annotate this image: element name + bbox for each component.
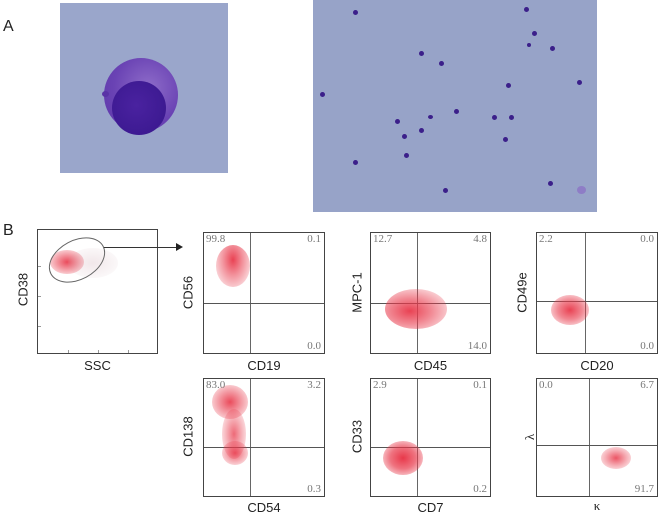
quadrant-lr: 0.3: [307, 483, 321, 495]
quadrant-lr: 0.0: [307, 340, 321, 352]
y-tick: [38, 266, 41, 267]
quadrant-ur: 4.8: [473, 233, 487, 245]
quadrant-vline: [585, 233, 586, 353]
gating-x-label: SSC: [84, 358, 111, 373]
plot-cd138-cd54: 83.0 3.2 0.3: [203, 378, 325, 497]
plot-lambda-kappa: 0.0 6.7 91.7: [536, 378, 658, 497]
arrow-head-icon: [176, 243, 183, 251]
cell-dot: [428, 115, 433, 119]
event-cloud: [383, 441, 423, 475]
x-label-kappa: κ: [593, 498, 601, 513]
quadrant-ur: 6.7: [640, 379, 654, 391]
quadrant-vline: [250, 233, 251, 353]
event-cloud: [601, 447, 631, 469]
quadrant-hline: [537, 301, 657, 302]
y-tick: [38, 326, 41, 327]
cell-dot: [577, 80, 582, 85]
micrograph-single-cell: [60, 3, 228, 173]
cell-dot: [353, 160, 358, 165]
plot-cd33-cd7: 2.9 0.1 0.2: [370, 378, 491, 497]
cell-dot: [509, 115, 514, 120]
event-cloud: [551, 295, 589, 325]
quadrant-ur: 0.0: [640, 233, 654, 245]
cell-dot: [353, 10, 358, 15]
x-tick: [128, 350, 129, 353]
y-label-cd138: CD138: [180, 416, 196, 457]
quadrant-vline: [589, 379, 590, 496]
scatter-tail: [68, 248, 118, 278]
quadrant-ul: 0.0: [539, 379, 553, 391]
y-label-cd49e: CD49e: [514, 272, 530, 313]
quadrant-ul: 83.0: [206, 379, 226, 391]
quadrant-lr: 14.0: [467, 340, 487, 352]
quadrant-ul: 2.9: [373, 379, 387, 391]
quadrant-ur: 0.1: [473, 379, 487, 391]
x-label-cd20: CD20: [580, 358, 614, 373]
cell-dot: [402, 134, 407, 139]
y-tick: [38, 296, 41, 297]
quadrant-lr: 0.2: [473, 483, 487, 495]
quadrant-ul: 2.2: [539, 233, 553, 245]
gate-arrow: [104, 247, 177, 248]
y-label-lambda: λ: [522, 433, 537, 441]
event-cloud-bottom: [222, 441, 248, 465]
cell-bleb: [102, 91, 109, 97]
cell-dot: [454, 109, 459, 114]
x-tick: [98, 350, 99, 353]
cell-dot: [395, 119, 400, 124]
cell-dot: [532, 31, 537, 36]
x-tick: [68, 350, 69, 353]
cell-dot: [550, 46, 555, 51]
event-cloud: [385, 289, 447, 329]
cell-dot: [419, 128, 424, 133]
event-cloud: [216, 245, 250, 287]
quadrant-lr: 0.0: [640, 340, 654, 352]
cell-dot: [524, 7, 529, 12]
y-label-cd56: CD56: [180, 275, 196, 310]
quadrant-vline: [417, 379, 418, 496]
cell-dot: [320, 92, 325, 97]
debris-smudge: [577, 186, 586, 194]
x-label-cd54: CD54: [247, 500, 281, 515]
cell-dot: [503, 137, 508, 142]
cell-dot: [506, 83, 511, 88]
micrograph-field: [313, 0, 597, 212]
quadrant-hline: [204, 447, 324, 448]
cell-dot: [527, 43, 531, 47]
gating-y-label: CD38: [15, 272, 31, 307]
panel-b-label: B: [3, 222, 14, 239]
x-label-cd7: CD7: [417, 500, 444, 515]
cell-nucleus: [112, 81, 166, 135]
cd38-high-population: [50, 250, 84, 274]
cell-dot: [439, 61, 444, 66]
cell-dot: [443, 188, 448, 193]
quadrant-ur: 0.1: [307, 233, 321, 245]
panel-a-label: A: [3, 18, 14, 35]
quadrant-ul: 99.8: [206, 233, 226, 245]
quadrant-ul: 12.7: [373, 233, 393, 245]
x-label-cd19: CD19: [247, 358, 281, 373]
cell-dot: [492, 115, 497, 120]
x-label-cd45: CD45: [413, 358, 448, 373]
plot-cd56-cd19: 99.8 0.1 0.0: [203, 232, 325, 354]
quadrant-vline: [250, 379, 251, 496]
cell-dot: [419, 51, 424, 56]
y-label-cd33: CD33: [349, 419, 365, 454]
cell-dot: [404, 153, 409, 158]
quadrant-ur: 3.2: [307, 379, 321, 391]
plot-cd49e-cd20: 2.2 0.0 0.0: [536, 232, 658, 354]
quadrant-hline: [204, 303, 324, 304]
quadrant-hline: [537, 445, 657, 446]
y-label-mpc1: MPC-1: [349, 272, 365, 313]
ellipse-gate: [41, 228, 113, 292]
cell-dot: [548, 181, 553, 186]
quadrant-lr: 91.7: [634, 483, 654, 495]
quadrant-hline: [371, 447, 490, 448]
plot-mpc1-cd45: 12.7 4.8 14.0: [370, 232, 491, 354]
gating-plot: [37, 228, 158, 354]
